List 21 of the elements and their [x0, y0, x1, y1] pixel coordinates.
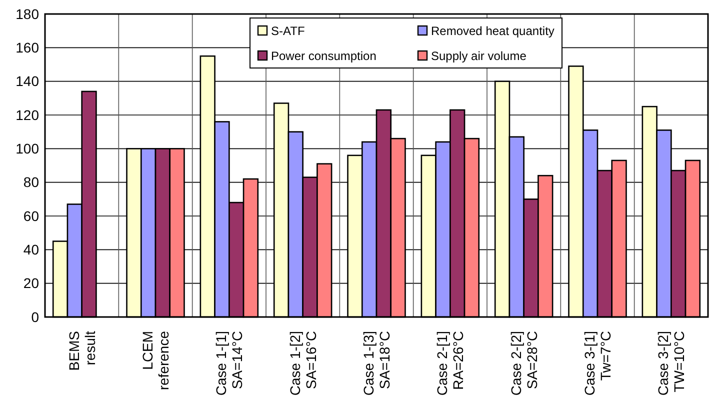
x-tick-label: Case 1-[2] SA=16°C [286, 331, 319, 396]
y-tick-label: 180 [16, 6, 40, 22]
x-tick-label: Case 3-[2] TW=10°C [655, 331, 688, 396]
y-tick-label: 0 [31, 308, 40, 325]
x-tick-label: BEMS result [66, 330, 98, 371]
y-tick-label: 160 [16, 40, 40, 56]
y-tick-label: 100 [16, 140, 40, 157]
legend-label: Supply air volume [431, 49, 527, 64]
x-tick-label: Case 3-[1] Tw=7°C [582, 331, 614, 396]
x-tick-label: Case 2-[2] SA=28°C [508, 331, 540, 396]
legend-label: Removed heat quantity [431, 24, 554, 38]
y-tick-label: 140 [16, 73, 40, 90]
y-tick-label: 60 [23, 208, 40, 224]
y-tick-label: 20 [23, 275, 40, 292]
legend-label: S-ATF [271, 24, 305, 38]
y-tick-label: 120 [16, 106, 40, 123]
x-tick-label: Case 2-[1] RA=26°C [434, 331, 466, 396]
y-tick-label: 40 [23, 242, 40, 258]
y-tick-label: 80 [23, 174, 40, 190]
legend-label: Power consumption [271, 49, 376, 64]
x-tick-label: Case 1-[3] SA=18°C [360, 331, 392, 396]
